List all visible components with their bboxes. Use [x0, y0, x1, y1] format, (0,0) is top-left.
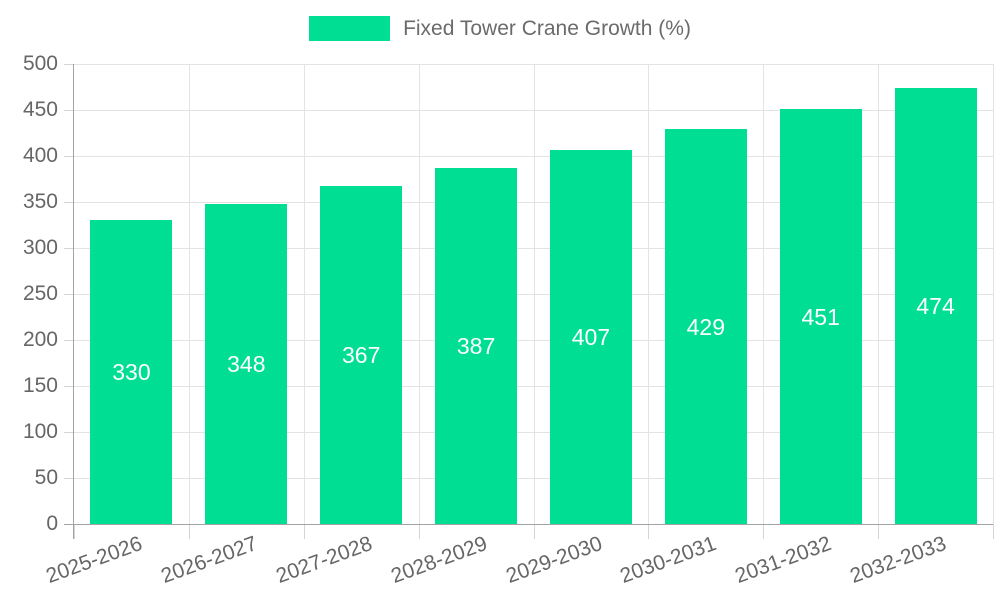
legend[interactable]: Fixed Tower Crane Growth (%): [0, 16, 1000, 41]
x-axis-tick-label: 2030-2031: [617, 532, 720, 588]
bar-value-label: 348: [227, 350, 266, 377]
v-gridline: [648, 64, 650, 524]
y-axis-tick: [64, 432, 74, 433]
legend-swatch: [309, 16, 391, 41]
bar-value-label: 387: [456, 332, 496, 359]
x-axis-tick-label: 2027-2028: [272, 532, 376, 588]
v-gridline: [533, 64, 535, 524]
y-axis-tick-label: 100: [22, 420, 58, 443]
bar[interactable]: [205, 203, 288, 524]
bar[interactable]: [779, 109, 862, 524]
x-axis-tick-label: 2029-2030: [502, 532, 605, 588]
bar[interactable]: [320, 186, 403, 524]
x-axis-tick: [763, 524, 765, 539]
v-gridline: [303, 64, 305, 524]
y-axis-tick-label: 250: [22, 282, 58, 305]
y-axis-tick-label: 450: [22, 98, 58, 121]
y-axis-tick-label: 400: [22, 144, 58, 167]
bar[interactable]: [549, 149, 632, 524]
x-axis-tick: [74, 524, 75, 539]
y-axis-tick-label: 300: [22, 236, 58, 259]
y-axis-tick: [64, 156, 74, 157]
bar[interactable]: [435, 167, 518, 524]
bar-value-label: 429: [686, 313, 725, 340]
y-axis-tick-label: 200: [22, 328, 58, 351]
y-axis-tick: [64, 478, 74, 479]
bar[interactable]: [664, 129, 747, 524]
x-axis-line: [64, 524, 993, 525]
y-axis-tick: [64, 294, 74, 295]
v-gridline: [188, 64, 190, 524]
bar-value-label: 330: [112, 359, 151, 386]
x-axis-tick: [878, 524, 880, 539]
x-axis-tick-label: 2031-2032: [732, 532, 835, 588]
x-axis-tick: [993, 524, 994, 539]
y-axis-line: [73, 64, 74, 539]
bar-value-label: 407: [571, 323, 611, 350]
y-axis-tick: [64, 110, 74, 111]
x-axis-tick: [303, 524, 305, 539]
x-axis-tick: [188, 524, 190, 539]
y-axis-tick-label: 50: [34, 466, 58, 489]
legend-label: Fixed Tower Crane Growth (%): [403, 16, 691, 40]
x-axis-tick-label: 2032-2033: [847, 532, 950, 588]
x-axis-tick-label: 2026-2027: [157, 532, 261, 588]
y-axis-tick-label: 0: [46, 512, 58, 535]
y-axis-tick-label: 150: [22, 374, 58, 397]
v-gridline: [878, 64, 880, 524]
bar-value-label: 474: [916, 292, 955, 319]
bar[interactable]: [90, 220, 173, 524]
y-axis-tick: [64, 202, 74, 203]
x-axis-tick: [648, 524, 650, 539]
y-axis-tick-label: 350: [22, 190, 58, 213]
y-axis-tick-label: 500: [22, 52, 58, 75]
bar[interactable]: [894, 87, 977, 524]
x-axis-tick-label: 2028-2029: [387, 532, 490, 588]
v-gridline: [993, 64, 994, 524]
v-gridline: [763, 64, 765, 524]
bar-value-label: 367: [342, 342, 381, 369]
x-axis-tick: [418, 524, 420, 539]
x-axis-tick-label: 2025-2026: [43, 532, 146, 588]
y-axis-tick: [64, 386, 74, 387]
y-axis-tick: [64, 340, 74, 341]
y-axis-tick: [64, 64, 74, 65]
v-gridline: [418, 64, 420, 524]
x-axis-tick: [533, 524, 535, 539]
y-axis-tick: [64, 248, 74, 249]
bar-value-label: 451: [801, 303, 840, 330]
